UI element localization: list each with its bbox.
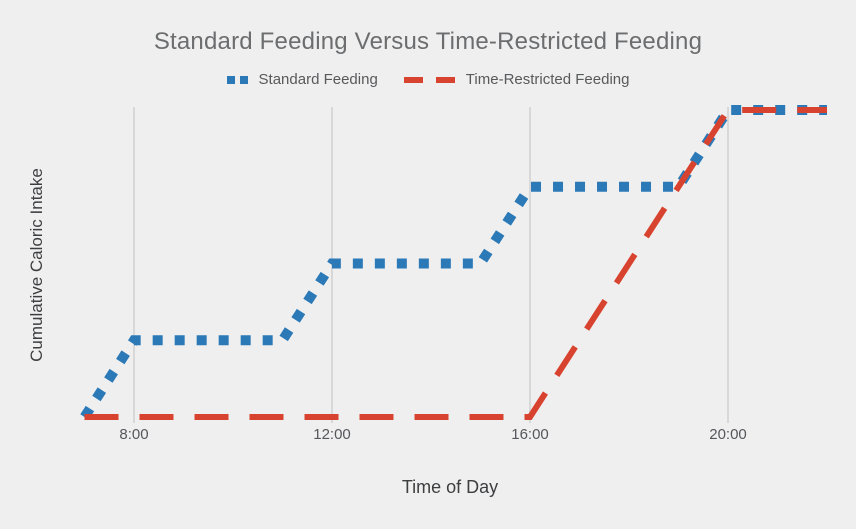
dashed-line-swatch-icon: [403, 76, 455, 83]
legend-label-standard-feeding: Standard Feeding: [258, 71, 378, 88]
x-axis-label: Time of Day: [401, 477, 499, 497]
legend-label-time-restricted-feeding: Time-Restricted Feeding: [465, 71, 630, 88]
series-line-standard-feeding: [80, 105, 827, 420]
chart-title: Standard Feeding Versus Time-Restricted …: [153, 28, 703, 55]
legend-item-time-restricted-feeding: Time-Restricted Feeding: [403, 71, 630, 88]
dotted-line-swatch-icon: [226, 75, 249, 84]
series-line-time-restricted-feeding: [84, 107, 827, 420]
legend-item-standard-feeding: Standard Feeding: [226, 71, 378, 88]
legend: Standard Feeding Time-Restricted Feeding: [0, 71, 856, 88]
